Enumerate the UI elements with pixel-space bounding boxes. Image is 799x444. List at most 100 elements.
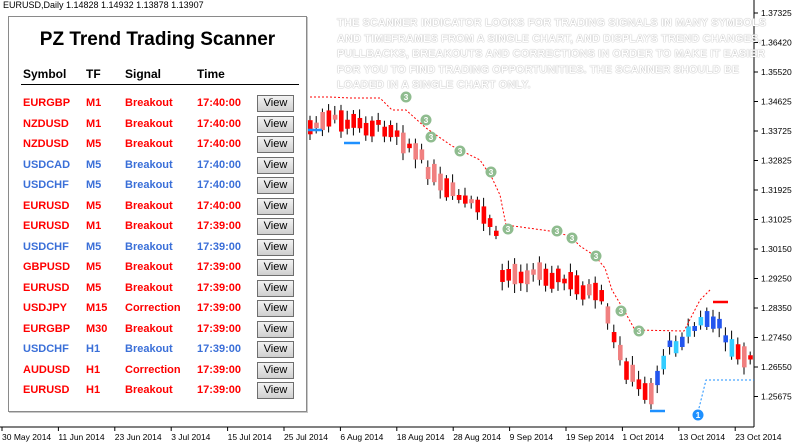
table-row: GBPUSD M5 Breakout 17:39:00 View — [9, 258, 306, 278]
y-tick-label: 1.28350 — [761, 303, 792, 313]
cell-time: 17:40:00 — [197, 158, 242, 171]
cell-time: 17:39:00 — [197, 302, 242, 314]
cell-symbol: USDCHF — [23, 343, 69, 355]
cell-time: 17:40:00 — [197, 199, 242, 212]
cell-symbol: GBPUSD — [23, 261, 71, 273]
signal-marker — [502, 223, 514, 235]
chart-header-bg — [0, 0, 100, 11]
x-tick-label: 3 Jul 2014 — [171, 432, 210, 442]
cell-symbol: USDCAD — [23, 158, 71, 171]
y-tick-label: 1.34625 — [761, 97, 792, 107]
view-button[interactable]: View — [257, 382, 294, 399]
candle-body — [580, 285, 586, 300]
candle-body — [357, 117, 363, 129]
view-button[interactable]: View — [257, 136, 294, 153]
cell-tf: M1 — [86, 117, 102, 130]
cell-time: 17:40:00 — [197, 97, 242, 109]
candle-body — [494, 230, 499, 236]
table-row: USDJPY M15 Correction 17:39:00 View — [9, 299, 306, 319]
signal-marker — [485, 166, 497, 178]
signal-marker-label: 3 — [506, 224, 511, 234]
signal-marker — [454, 145, 466, 157]
cell-time: 17:39:00 — [197, 322, 242, 335]
y-tick-label: 1.29250 — [761, 274, 792, 284]
table-row: USDCHF M5 Breakout 17:40:00 View — [9, 176, 306, 196]
view-button[interactable]: View — [257, 279, 294, 297]
signal-marker-label: 3 — [619, 306, 624, 316]
candle-body — [680, 336, 685, 347]
view-button[interactable]: View — [257, 177, 294, 194]
view-button[interactable]: View — [257, 156, 294, 174]
cell-signal: Correction — [125, 302, 181, 314]
signal-marker-label: 3 — [594, 251, 599, 261]
y-tick-label: 1.33725 — [761, 126, 792, 136]
y-tick-label: 1.27450 — [761, 333, 792, 343]
x-tick-label: 11 Jun 2014 — [58, 432, 104, 442]
table-row: EURGBP M30 Breakout 17:39:00 View — [9, 320, 306, 340]
cell-tf: H1 — [86, 384, 101, 396]
candle-body — [425, 166, 431, 180]
candle-body — [618, 344, 623, 361]
candle-body — [574, 275, 580, 295]
cell-signal: Breakout — [125, 281, 173, 294]
x-tick-label: 23 Jun 2014 — [115, 432, 162, 442]
cell-time: 17:40:00 — [197, 138, 242, 150]
candle-body — [475, 199, 480, 213]
y-tick-label: 1.36420 — [761, 38, 792, 48]
cell-tf: M30 — [86, 322, 108, 335]
candle-body — [506, 269, 511, 281]
signal-marker — [692, 409, 704, 421]
signal-marker-label: 3 — [489, 167, 494, 177]
table-row: NZDUSD M5 Breakout 17:40:00 View — [9, 135, 306, 155]
candle-body — [692, 326, 697, 331]
candle-body — [624, 361, 629, 380]
view-button[interactable]: View — [257, 341, 294, 358]
cell-tf: M5 — [86, 158, 102, 171]
table-row: USDCHF H1 Breakout 17:39:00 View — [9, 340, 306, 360]
view-button[interactable]: View — [257, 197, 294, 215]
cell-signal: Correction — [125, 363, 181, 376]
x-tick-label: 25 Jul 2014 — [284, 432, 328, 442]
candle-body — [345, 119, 350, 129]
view-button[interactable]: View — [257, 218, 294, 235]
candles — [306, 104, 753, 413]
x-tick-label: 6 Aug 2014 — [340, 432, 383, 442]
x-tick-label: 18 Aug 2014 — [397, 432, 445, 442]
cell-signal: Breakout — [125, 97, 173, 109]
y-tick-label: 1.31925 — [761, 185, 792, 195]
header-symbol: Symbol — [23, 67, 67, 81]
cell-time: 17:39:00 — [197, 240, 242, 253]
cell-tf: M5 — [86, 179, 102, 191]
view-button[interactable]: View — [257, 115, 294, 133]
view-button[interactable]: View — [257, 320, 294, 338]
table-row: AUDUSD H1 Correction 17:39:00 View — [9, 361, 306, 381]
cell-signal: Breakout — [125, 199, 173, 212]
candle-body — [636, 379, 642, 390]
cell-time: 17:39:00 — [197, 281, 242, 294]
view-button[interactable]: View — [257, 259, 294, 276]
cell-tf: M5 — [86, 199, 102, 212]
candle-body — [549, 272, 555, 289]
view-button[interactable]: View — [257, 300, 294, 317]
cell-signal: Breakout — [125, 261, 173, 273]
candle-body — [717, 318, 722, 329]
view-button[interactable]: View — [257, 238, 294, 256]
candle-body — [587, 284, 592, 296]
trail-blue — [697, 379, 754, 413]
candle-body — [432, 163, 437, 183]
cell-symbol: EURGBP — [23, 322, 71, 335]
view-button[interactable]: View — [257, 361, 294, 379]
candle-body — [593, 282, 598, 301]
cell-signal: Breakout — [125, 343, 173, 355]
signal-marker-label: 3 — [458, 146, 463, 156]
candle-body — [382, 126, 387, 137]
view-button[interactable]: View — [257, 95, 294, 112]
header-time: Time — [197, 67, 225, 81]
y-tick-label: 1.25675 — [761, 392, 792, 402]
candle-body — [419, 149, 425, 160]
table-row: NZDUSD M1 Breakout 17:40:00 View — [9, 115, 306, 135]
scanner-panel: PZ Trend Trading Scanner Symbol TF Signa… — [8, 16, 307, 412]
header-divider — [21, 84, 299, 85]
cell-signal: Breakout — [125, 220, 173, 232]
